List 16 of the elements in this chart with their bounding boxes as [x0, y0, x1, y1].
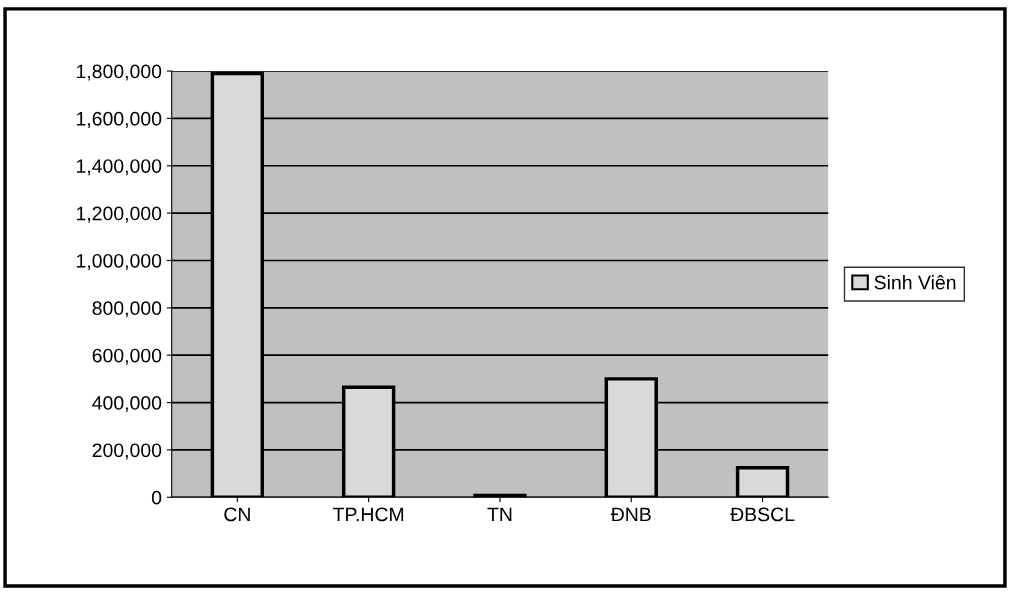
- y-tick-label: 200,000: [92, 443, 162, 460]
- x-tick-label: CN: [224, 507, 250, 522]
- y-tick-label: 1,600,000: [76, 111, 162, 128]
- y-tick-label: 1,800,000: [76, 64, 162, 81]
- x-tick-label: TN: [487, 507, 512, 522]
- x-tick-label: TP.HCM: [333, 507, 404, 522]
- y-tick-label: 600,000: [92, 348, 162, 365]
- y-tick-label: 0: [151, 490, 162, 505]
- y-tick-label: 1,000,000: [76, 253, 162, 271]
- y-tick-label: 1,400,000: [76, 159, 162, 176]
- legend-label: Sinh Viên: [874, 275, 956, 290]
- y-tick-label: 1,200,000: [76, 206, 162, 223]
- x-tick-label: ĐBSCL: [730, 507, 795, 522]
- x-tick-label: ĐNB: [610, 507, 651, 522]
- y-tick-label: 400,000: [92, 396, 162, 413]
- y-tick-label: 800,000: [92, 301, 162, 318]
